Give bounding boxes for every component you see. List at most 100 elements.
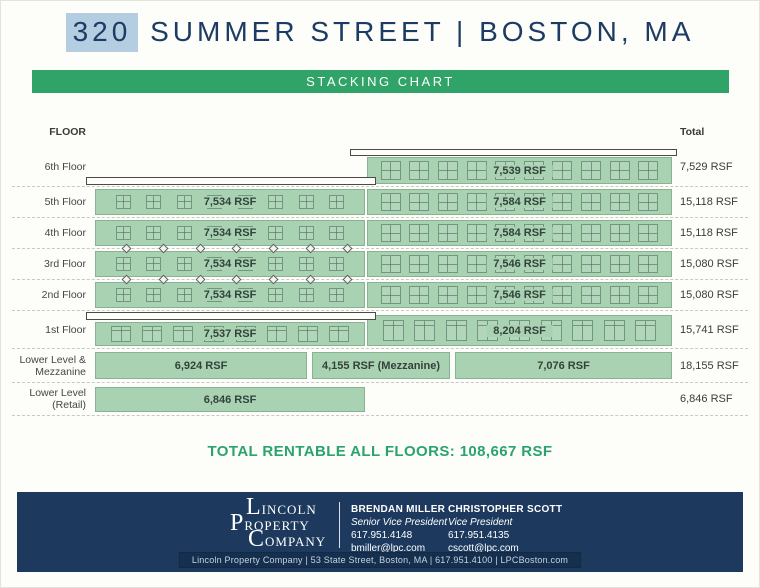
window-icon xyxy=(414,319,436,342)
floor-row: 2nd Floor 7,534 RSF 7,546 RSF 15,080 RSF xyxy=(12,274,748,310)
floor-row: 6th Floor 7,539 RSF 7,529 RSF xyxy=(12,148,748,186)
title-number-highlight: 320 xyxy=(65,13,139,52)
window-icon xyxy=(329,256,345,272)
floor-label: 3rd Floor xyxy=(43,258,86,270)
window-icon xyxy=(581,224,601,242)
band-rsf-label: 7,537 RSF xyxy=(196,328,264,340)
floor-band: 7,076 RSF xyxy=(455,352,672,379)
building-band-area: 7,537 RSF 8,204 RSF xyxy=(86,311,672,348)
floor-band: 7,539 RSF xyxy=(367,157,672,184)
band-rsf-label: 7,539 RSF xyxy=(486,164,553,177)
window-icon xyxy=(297,325,318,343)
logo-line: Property xyxy=(230,510,310,536)
floor-label: Lower Level & Mezzanine xyxy=(19,353,86,378)
floor-band: 7,534 RSF xyxy=(95,189,365,215)
window-icon xyxy=(409,193,430,211)
facade-diamond-ornaments xyxy=(121,274,353,285)
window-icon xyxy=(298,256,314,272)
window-icon xyxy=(437,193,458,211)
contact-name: CHRISTOPHER SCOTT xyxy=(448,504,563,515)
window-icon xyxy=(146,194,162,210)
contact-title: Vice President xyxy=(448,517,513,528)
floor-label: 6th Floor xyxy=(44,161,86,173)
building-band-area: 6,924 RSF 4,155 RSF (Mezzanine) 7,076 RSF xyxy=(95,349,672,382)
contact-phone: 617.951.4148 xyxy=(351,530,413,541)
window-icon xyxy=(298,194,314,210)
window-icon xyxy=(445,319,467,342)
window-icon xyxy=(146,256,162,272)
contact-phone: 617.951.4135 xyxy=(448,530,510,541)
row-total-value: 15,118 RSF xyxy=(680,227,738,239)
floor-band: 7,546 RSF xyxy=(367,282,672,308)
floor-row: 5th Floor 7,534 RSF 7,584 RSF 15,118 RSF xyxy=(12,186,748,217)
window-icon xyxy=(437,286,458,304)
window-icon xyxy=(176,256,192,272)
window-icon xyxy=(329,287,345,303)
floor-row: Lower Level & Mezzanine 6,924 RSF 4,155 RSF… xyxy=(12,348,748,382)
window-icon xyxy=(298,287,314,303)
window-icon xyxy=(609,255,630,273)
row-total-value: 6,846 RSF xyxy=(680,393,733,405)
window-icon xyxy=(329,194,345,210)
window-icon xyxy=(111,325,132,343)
window-icon xyxy=(552,193,573,211)
band-rsf-label: 7,534 RSF xyxy=(196,227,264,239)
window-icon xyxy=(552,161,573,180)
window-icon xyxy=(437,224,458,242)
window-icon xyxy=(328,325,349,343)
building-band-area: 7,534 RSF 7,584 RSF xyxy=(95,218,672,248)
window-icon xyxy=(115,256,131,272)
window-icon xyxy=(176,194,192,210)
band-rsf-label: 7,546 RSF xyxy=(486,258,553,270)
floor-label: 2nd Floor xyxy=(41,289,86,301)
window-icon xyxy=(609,193,630,211)
floor-band: 7,537 RSF xyxy=(95,322,365,346)
floor-column-header: FLOOR xyxy=(49,126,86,138)
band-rsf-label: 6,924 RSF xyxy=(167,359,235,372)
window-icon xyxy=(581,286,601,304)
window-icon xyxy=(552,224,573,242)
chart-header: FLOOR Total xyxy=(12,126,748,148)
window-icon xyxy=(268,287,284,303)
contact-email[interactable]: cscott@lpc.com xyxy=(448,543,519,554)
contact-email[interactable]: bmiller@lpc.com xyxy=(351,543,426,554)
row-total-value: 7,529 RSF xyxy=(680,161,733,173)
footer: Lincoln Property Company BRENDAN MILLER … xyxy=(17,492,743,572)
logo-line: Company xyxy=(248,526,327,552)
building-band-area: 7,539 RSF xyxy=(86,148,677,186)
floor-row: 3rd Floor 7,534 RSF 7,546 RSF 15,080 RSF xyxy=(12,243,748,279)
window-icon xyxy=(409,161,430,180)
chart-rows: 6th Floor 7,539 RSF 7,529 RSF 5th Floor 7,53… xyxy=(12,148,748,416)
row-total-value: 15,080 RSF xyxy=(680,258,739,270)
window-icon xyxy=(268,225,284,241)
window-icon xyxy=(380,286,401,304)
floor-label: Lower Level (Retail) xyxy=(29,387,86,411)
window-icon xyxy=(552,286,573,304)
window-icon xyxy=(437,255,458,273)
contact-card-christopher-scott: CHRISTOPHER SCOTT Vice President 617.951… xyxy=(448,503,562,555)
band-rsf-label: 7,546 RSF xyxy=(486,289,553,301)
band-rsf-label: 7,534 RSF xyxy=(196,196,264,208)
window-icon xyxy=(115,287,131,303)
row-total-value: 15,741 RSF xyxy=(680,323,739,336)
window-icon xyxy=(173,325,194,343)
building-band-area: 6,846 RSF xyxy=(95,383,672,415)
window-icon xyxy=(176,225,192,241)
total-column-header: Total xyxy=(680,126,705,138)
contact-card-brendan-miller: BRENDAN MILLER Senior Vice President 617… xyxy=(351,503,447,555)
logo-line: Lincoln xyxy=(246,494,317,520)
window-icon xyxy=(380,224,401,242)
band-rsf-label: 6,846 RSF xyxy=(196,393,264,406)
window-icon xyxy=(298,225,314,241)
floor-band: 6,924 RSF xyxy=(95,352,307,379)
window-icon xyxy=(609,224,630,242)
window-icon xyxy=(266,325,287,343)
contact-title: Senior Vice President xyxy=(351,517,447,528)
window-icon xyxy=(268,256,284,272)
title-text: SUMMER STREET | BOSTON, MA xyxy=(138,16,695,47)
facade-diamond-ornaments xyxy=(121,243,353,254)
window-icon xyxy=(115,225,131,241)
window-icon xyxy=(638,193,659,211)
window-icon xyxy=(466,255,487,273)
stacking-chart-banner: STACKING CHART xyxy=(32,70,729,93)
